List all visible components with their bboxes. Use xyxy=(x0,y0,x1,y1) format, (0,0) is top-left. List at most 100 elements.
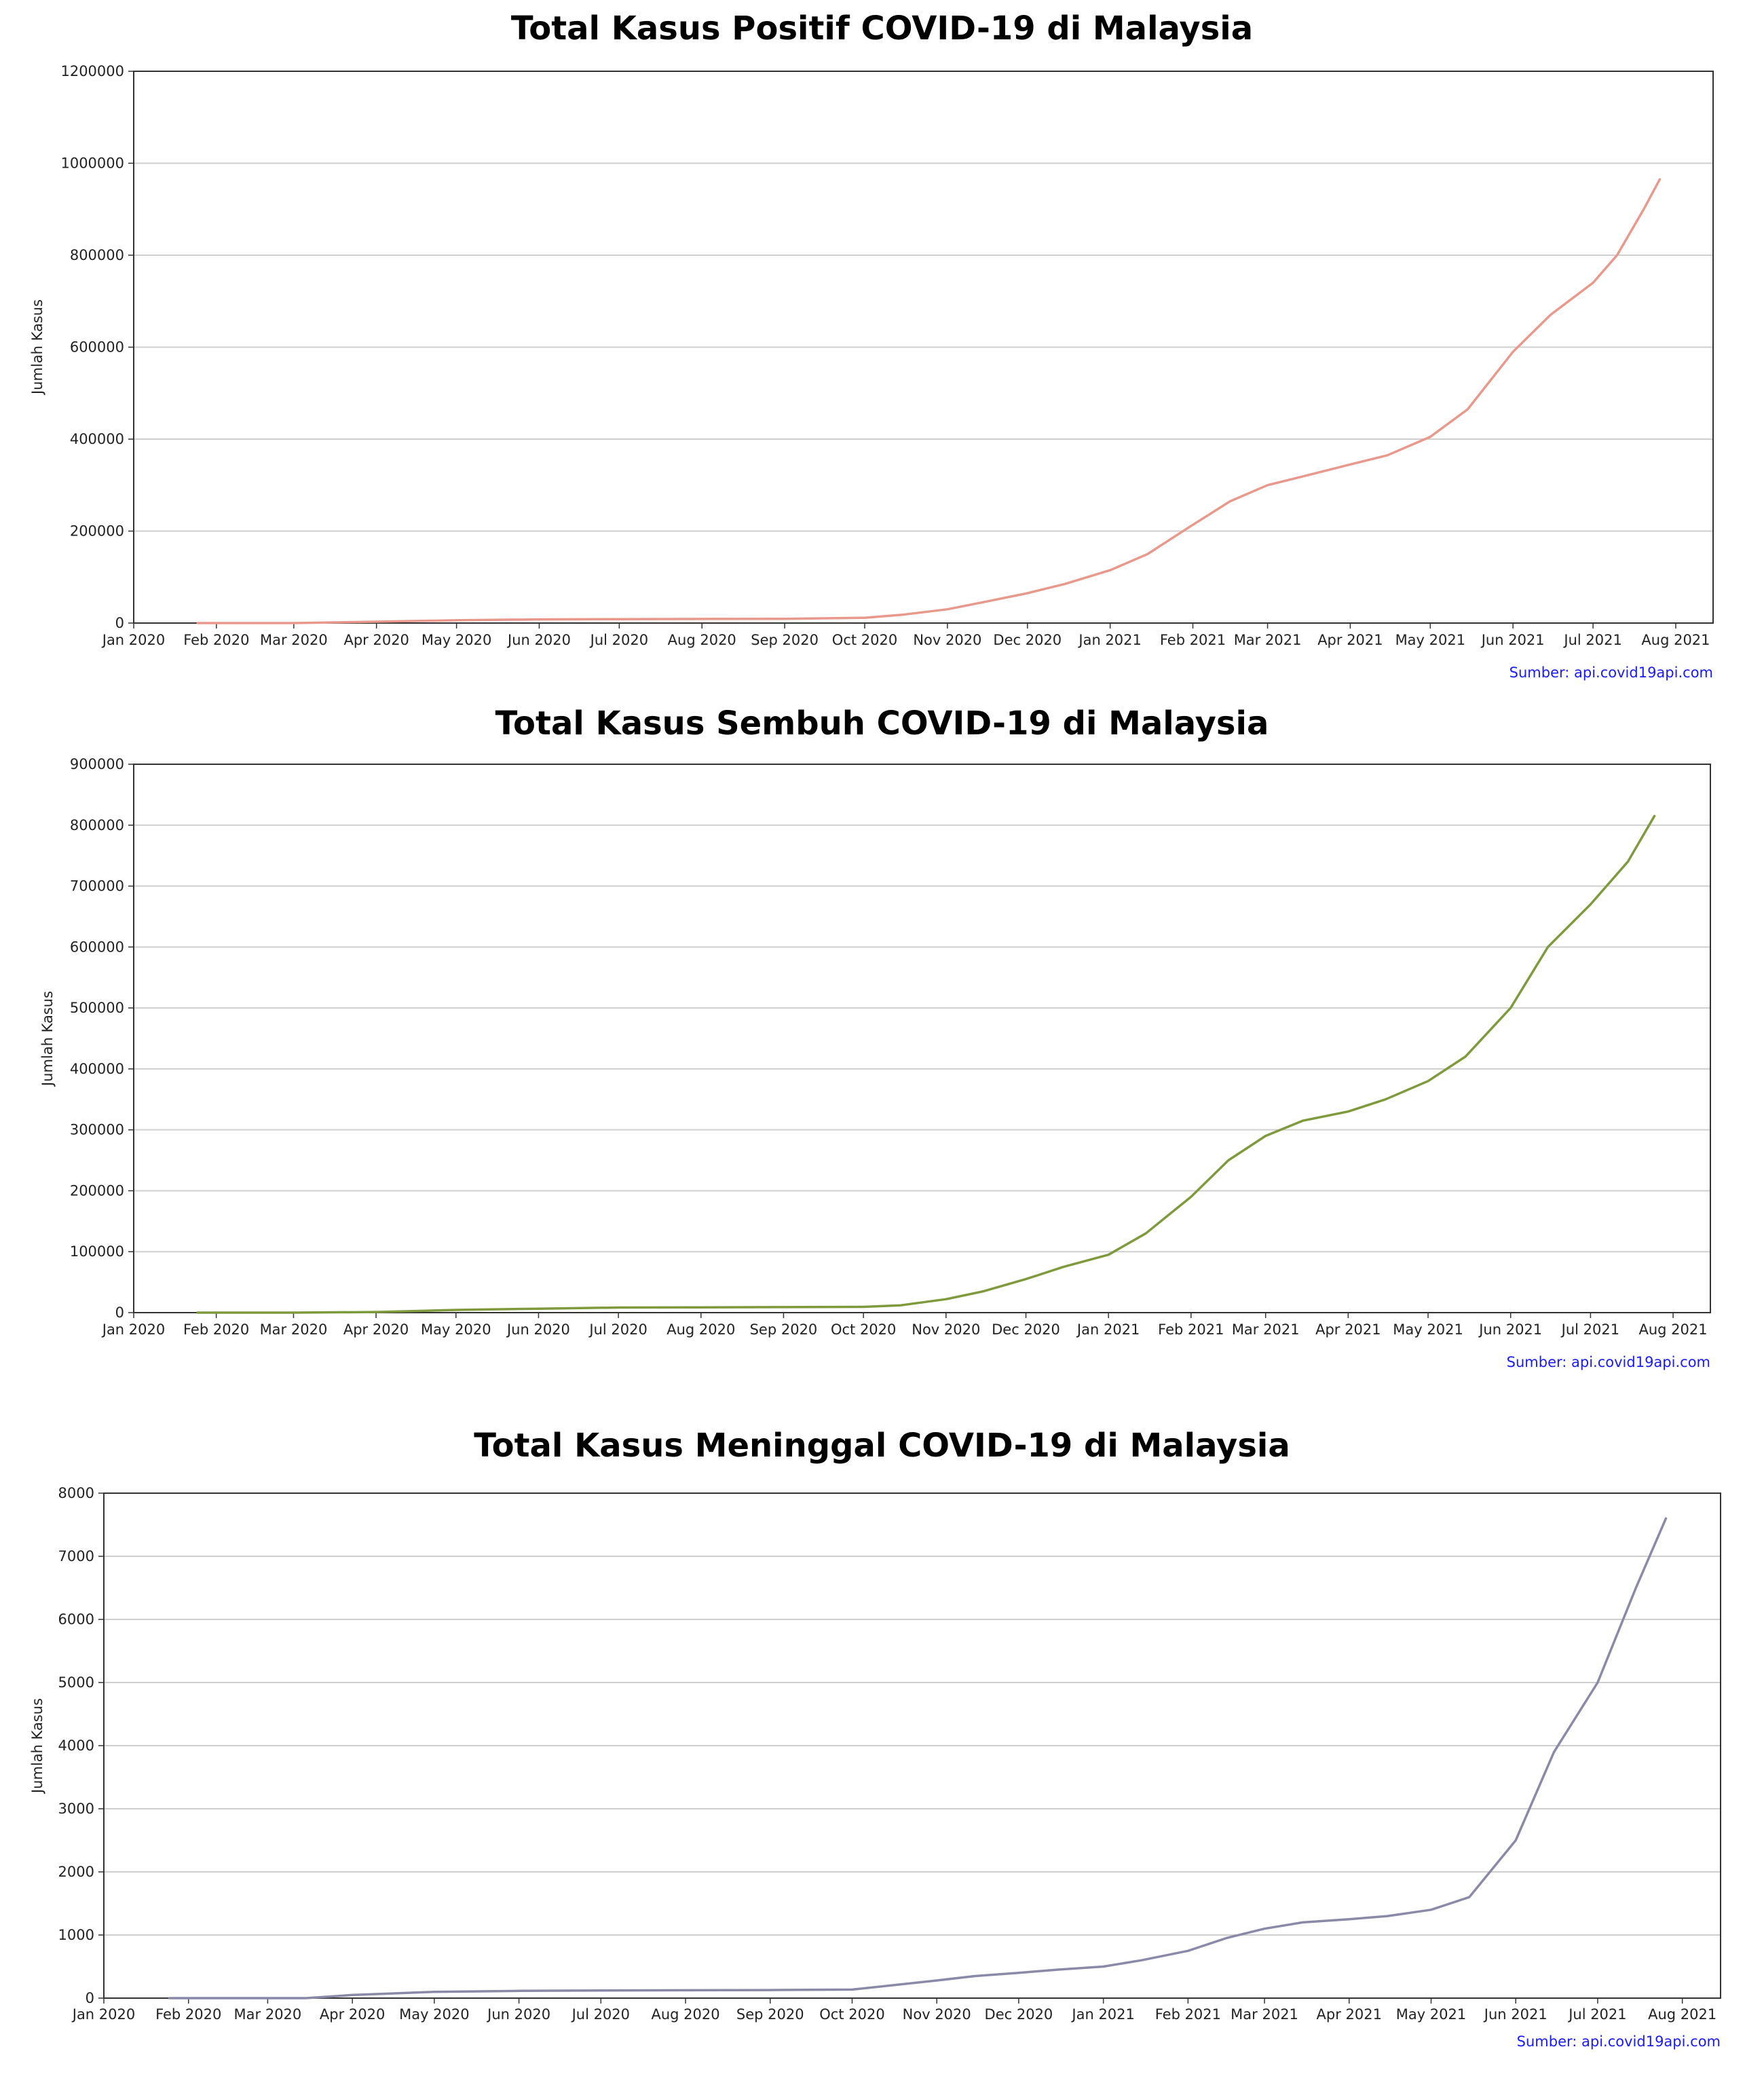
y-tick-label: 600000 xyxy=(70,939,124,955)
x-tick-label: Jan 2020 xyxy=(71,2006,136,2023)
y-tick-label: 5000 xyxy=(58,1674,94,1691)
x-tick-label: Aug 2021 xyxy=(1648,2006,1716,2023)
y-tick-label: 6000 xyxy=(58,1611,94,1628)
x-tick-label: Apr 2020 xyxy=(343,632,409,648)
source-annotation: Sumber: api.covid19api.com xyxy=(1517,2033,1721,2050)
x-tick-label: Apr 2020 xyxy=(320,2006,385,2023)
chart-panel-deaths: Total Kasus Meninggal COVID-19 di Malays… xyxy=(0,1385,1764,2085)
x-tick-label: May 2020 xyxy=(421,632,492,648)
x-tick-label: Feb 2020 xyxy=(183,1321,249,1338)
x-tick-label: Jul 2021 xyxy=(1560,1321,1619,1338)
x-tick-label: Jun 2020 xyxy=(506,1321,570,1338)
plot-frame xyxy=(133,764,1711,1313)
x-tick-label: Feb 2021 xyxy=(1160,632,1226,648)
x-tick-label: May 2021 xyxy=(1395,632,1466,648)
x-tick-label: Mar 2021 xyxy=(1231,2006,1298,2023)
y-axis-label: Jumlah Kasus xyxy=(29,299,45,396)
x-tick-label: May 2020 xyxy=(399,2006,470,2023)
x-tick-label: Jan 2020 xyxy=(101,632,166,648)
y-tick-label: 400000 xyxy=(70,431,124,447)
x-tick-label: Nov 2020 xyxy=(913,632,981,648)
y-tick-label: 700000 xyxy=(70,878,124,895)
x-tick-label: Sep 2020 xyxy=(736,2006,804,2023)
x-tick-label: Sep 2020 xyxy=(750,1321,818,1338)
x-tick-label: Oct 2020 xyxy=(831,1321,896,1338)
y-tick-label: 100000 xyxy=(70,1243,124,1260)
x-tick-label: Feb 2020 xyxy=(155,2006,221,2023)
x-tick-label: Jan 2021 xyxy=(1076,1321,1140,1338)
x-tick-label: Aug 2021 xyxy=(1639,1321,1708,1338)
y-tick-label: 200000 xyxy=(70,523,124,540)
chart-svg-deaths: 0 1000 2000 3000 4000 5000 6000 7000 8000 Jan 202… xyxy=(29,1485,1721,2050)
x-tick-label: Mar 2020 xyxy=(260,632,328,648)
series-line xyxy=(196,178,1662,624)
x-tick-label: Aug 2021 xyxy=(1641,632,1710,648)
chart-panel-recovered: Total Kasus Sembuh COVID-19 di Malaysia … xyxy=(0,692,1764,1385)
x-tick-label: Aug 2020 xyxy=(651,2006,719,2023)
x-tick-label: Mar 2021 xyxy=(1232,1321,1300,1338)
x-tick-label: Mar 2020 xyxy=(260,1321,328,1338)
y-tick-label: 0 xyxy=(115,615,124,631)
y-axis-label: Jumlah Kasus xyxy=(39,991,56,1087)
chart-svg-recovered: 0 100000 200000 300000 400000 500000 600000 700… xyxy=(39,756,1711,1370)
x-tick-label: Jan 2021 xyxy=(1077,632,1142,648)
x-tick-label: Mar 2020 xyxy=(234,2006,302,2023)
x-tick-label: Oct 2020 xyxy=(819,2006,884,2023)
y-tick-label: 400000 xyxy=(70,1061,124,1077)
x-tick-label: Sep 2020 xyxy=(751,632,819,648)
x-tick-label: Apr 2020 xyxy=(343,1321,409,1338)
source-annotation: Sumber: api.covid19api.com xyxy=(1507,1354,1710,1370)
y-tick-label: 0 xyxy=(115,1304,124,1321)
chart-title: Total Kasus Meninggal COVID-19 di Malays… xyxy=(474,1427,1290,1465)
x-tick-label: Feb 2021 xyxy=(1155,2006,1221,2023)
x-tick-label: Apr 2021 xyxy=(1315,1321,1381,1338)
plot-frame xyxy=(133,71,1714,624)
x-tick-label: May 2020 xyxy=(421,1321,491,1338)
x-tick-label: Jun 2021 xyxy=(1478,1321,1542,1338)
x-tick-label: Feb 2021 xyxy=(1158,1321,1224,1338)
x-tick-label: Oct 2020 xyxy=(832,632,897,648)
x-tick-label: Feb 2020 xyxy=(183,632,249,648)
y-tick-label: 1000000 xyxy=(60,155,124,172)
y-tick-label: 500000 xyxy=(70,1000,124,1016)
y-tick-label: 8000 xyxy=(58,1485,94,1501)
x-tick-label: Mar 2021 xyxy=(1234,632,1302,648)
y-tick-label: 7000 xyxy=(58,1548,94,1564)
plot-frame xyxy=(103,1492,1721,1999)
x-tick-label: Aug 2020 xyxy=(668,632,736,648)
x-tick-label: Apr 2021 xyxy=(1317,2006,1382,2023)
x-tick-label: Nov 2020 xyxy=(903,2006,971,2023)
y-tick-label: 900000 xyxy=(70,756,124,772)
source-annotation: Sumber: api.covid19api.com xyxy=(1509,664,1713,681)
x-tick-label: Dec 2020 xyxy=(985,2006,1053,2023)
x-tick-label: May 2021 xyxy=(1396,2006,1467,2023)
x-tick-label: Jun 2020 xyxy=(506,632,571,648)
y-tick-label: 2000 xyxy=(58,1864,94,1880)
x-tick-label: Apr 2021 xyxy=(1317,632,1383,648)
x-tick-label: Dec 2020 xyxy=(993,632,1062,648)
x-tick-label: Jul 2020 xyxy=(588,1321,647,1338)
chart-title: Total Kasus Positif COVID-19 di Malaysia xyxy=(510,10,1254,48)
x-tick-label: Jul 2021 xyxy=(1567,2006,1626,2023)
y-tick-label: 600000 xyxy=(70,339,124,356)
x-tick-label: Jun 2021 xyxy=(1483,2006,1547,2023)
x-tick-label: Jul 2020 xyxy=(589,632,648,648)
x-tick-label: Jan 2021 xyxy=(1070,2006,1135,2023)
x-tick-label: Jun 2021 xyxy=(1480,632,1545,648)
y-tick-label: 4000 xyxy=(58,1738,94,1754)
y-tick-label: 0 xyxy=(86,1990,94,2006)
chart-svg-positive: 0 200000 400000 600000 800000 1000000 1200000 J… xyxy=(29,63,1714,681)
y-tick-label: 1200000 xyxy=(60,63,124,79)
y-tick-label: 3000 xyxy=(58,1801,94,1817)
chart-title: Total Kasus Sembuh COVID-19 di Malaysia xyxy=(495,705,1269,743)
x-tick-label: Jul 2020 xyxy=(571,2006,630,2023)
y-tick-label: 800000 xyxy=(70,247,124,263)
x-tick-label: Jun 2020 xyxy=(486,2006,550,2023)
y-tick-label: 300000 xyxy=(70,1122,124,1138)
x-tick-label: May 2021 xyxy=(1393,1321,1463,1338)
y-tick-label: 200000 xyxy=(70,1182,124,1199)
series-line xyxy=(196,814,1656,1314)
x-tick-label: Jan 2020 xyxy=(101,1321,166,1338)
y-tick-label: 800000 xyxy=(70,817,124,833)
y-tick-label: 1000 xyxy=(58,1927,94,1943)
